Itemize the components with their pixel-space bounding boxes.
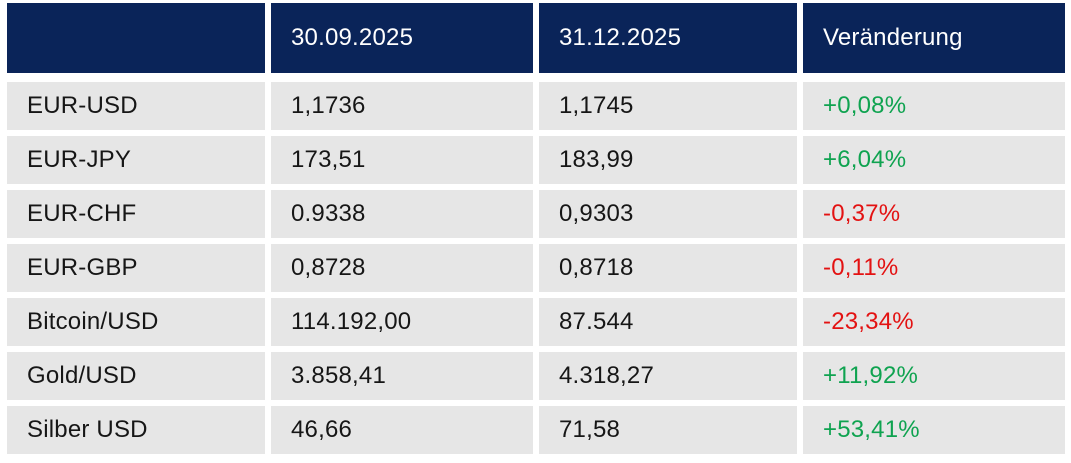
- row-label: EUR-JPY: [7, 136, 265, 184]
- row-label: EUR-USD: [7, 82, 265, 130]
- value-31-12-2025: 4.318,27: [539, 352, 797, 400]
- change-value: +11,92%: [803, 352, 1065, 400]
- value-31-12-2025: 71,58: [539, 406, 797, 454]
- value-30-09-2025: 0.9338: [271, 190, 533, 238]
- value-30-09-2025: 0,8728: [271, 244, 533, 292]
- value-30-09-2025: 1,1736: [271, 82, 533, 130]
- row-label: EUR-GBP: [7, 244, 265, 292]
- value-30-09-2025: 173,51: [271, 136, 533, 184]
- change-value: +0,08%: [803, 82, 1065, 130]
- header-cell-date-1: 30.09.2025: [271, 3, 533, 73]
- change-value: -0,37%: [803, 190, 1065, 238]
- row-label: Silber USD: [7, 406, 265, 454]
- header-cell-change: Veränderung: [803, 3, 1065, 73]
- row-label: EUR-CHF: [7, 190, 265, 238]
- value-31-12-2025: 87.544: [539, 298, 797, 346]
- change-value: +53,41%: [803, 406, 1065, 454]
- change-value: -23,34%: [803, 298, 1065, 346]
- header-cell-empty: [7, 3, 265, 73]
- value-30-09-2025: 114.192,00: [271, 298, 533, 346]
- change-value: +6,04%: [803, 136, 1065, 184]
- change-value: -0,11%: [803, 244, 1065, 292]
- row-label: Bitcoin/USD: [7, 298, 265, 346]
- header-cell-date-2: 31.12.2025: [539, 3, 797, 73]
- value-30-09-2025: 46,66: [271, 406, 533, 454]
- value-31-12-2025: 1,1745: [539, 82, 797, 130]
- value-31-12-2025: 183,99: [539, 136, 797, 184]
- value-30-09-2025: 3.858,41: [271, 352, 533, 400]
- value-31-12-2025: 0,8718: [539, 244, 797, 292]
- value-31-12-2025: 0,9303: [539, 190, 797, 238]
- exchange-rates-table: 30.09.2025 31.12.2025 Veränderung EUR-US…: [7, 3, 1065, 454]
- row-label: Gold/USD: [7, 352, 265, 400]
